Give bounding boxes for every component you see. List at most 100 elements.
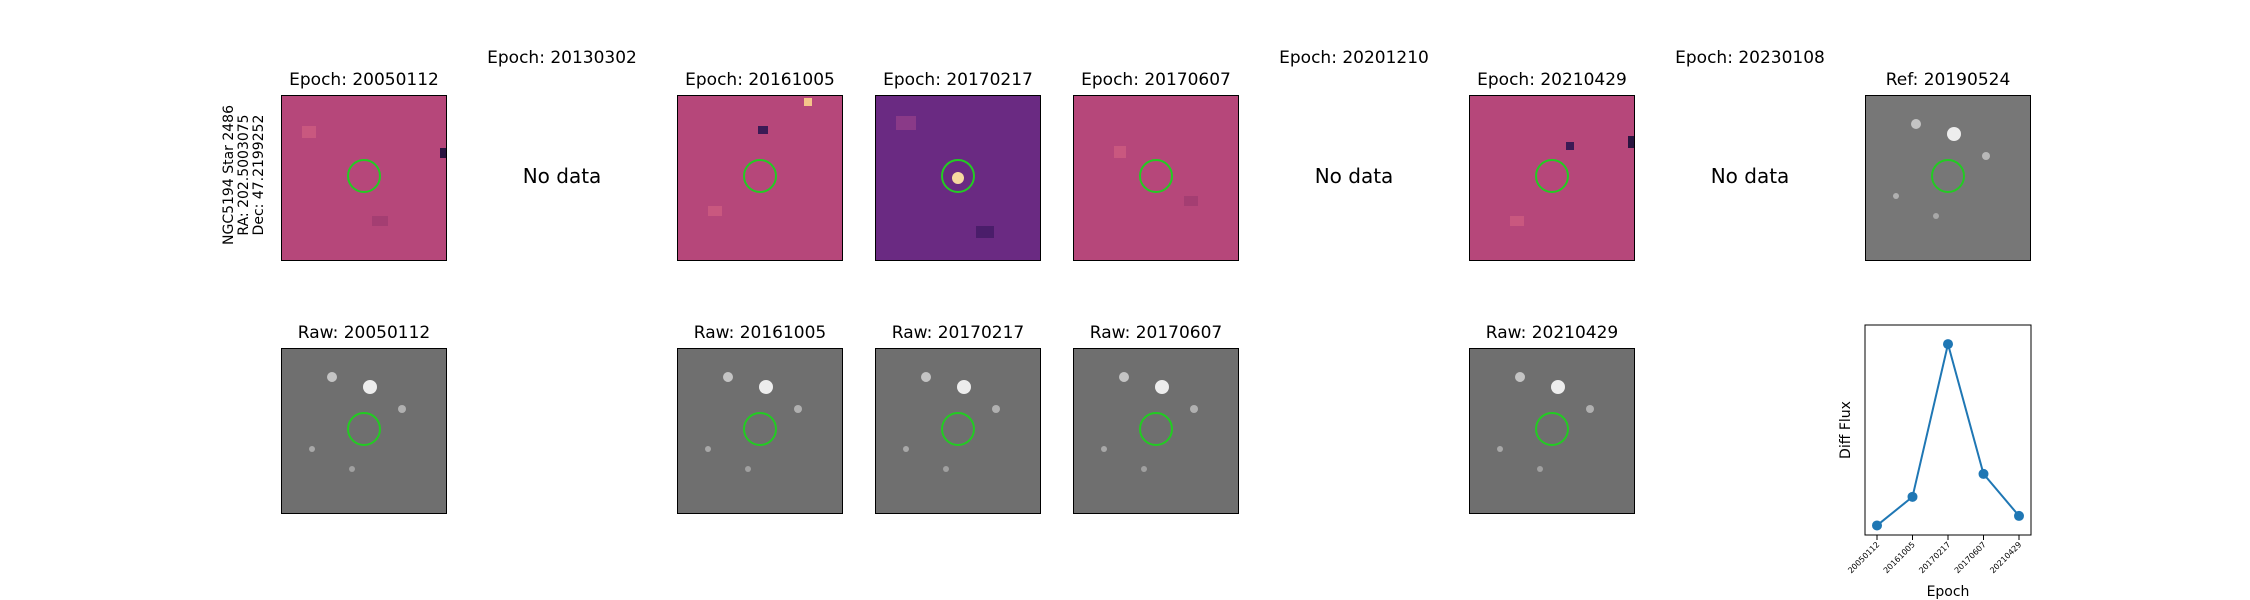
raw-image-2 (677, 348, 843, 514)
raw-image-4 (1073, 348, 1239, 514)
data-point (1907, 491, 1918, 502)
epoch-title-0: Epoch: 20050112 (289, 70, 439, 90)
diff-background (1470, 96, 1634, 260)
epoch-title-6: Epoch: 20210429 (1477, 70, 1627, 90)
data-point (1872, 520, 1882, 531)
diff-background (1074, 96, 1238, 260)
aperture-circle (941, 412, 975, 446)
star (1982, 152, 1990, 160)
edge-artifact (1628, 136, 1634, 148)
diff-image-2 (677, 95, 843, 261)
star (745, 466, 751, 472)
star (1141, 466, 1147, 472)
bright-star (1947, 127, 1961, 141)
diff-image-3 (875, 95, 1041, 261)
edge-artifact (440, 148, 446, 158)
star (1586, 405, 1594, 413)
diff-image-4 (1073, 95, 1239, 261)
bright-star (759, 380, 773, 394)
star (794, 405, 802, 413)
epoch-title-2: Epoch: 20161005 (685, 70, 835, 90)
noise-patch (708, 206, 722, 216)
epoch-title-3: Epoch: 20170217 (883, 70, 1033, 90)
noise-patch (1184, 196, 1198, 206)
variable-source (952, 172, 964, 184)
star (349, 466, 355, 472)
star (1101, 446, 1107, 452)
data-point (1943, 339, 1953, 350)
hot-pixel (804, 98, 812, 106)
negative-residual (1566, 142, 1574, 150)
star (705, 446, 711, 452)
star (921, 372, 931, 382)
raw-image-svg (1470, 349, 1634, 513)
noise-patch (896, 116, 916, 130)
diff-image-6 (1469, 95, 1635, 261)
aperture-circle (1535, 412, 1569, 446)
x-tick-label: 20170607 (1953, 540, 1988, 575)
noise-patch (1114, 146, 1126, 158)
series-points (1872, 339, 2024, 531)
series-line (1876, 343, 2020, 527)
noise-patch (1510, 216, 1524, 226)
star (723, 372, 733, 382)
star (1537, 466, 1543, 472)
aperture-circle (1931, 159, 1965, 193)
x-tick-label: 20050112 (1846, 540, 1881, 575)
raw-image-0 (281, 348, 447, 514)
raw-background (876, 349, 1040, 513)
star (1515, 372, 1525, 382)
star (903, 446, 909, 452)
aperture-circle (743, 412, 777, 446)
reference-image (1865, 95, 2031, 261)
raw-image-3 (875, 348, 1041, 514)
star (398, 405, 406, 413)
raw-image-svg (1074, 349, 1238, 513)
raw-background (678, 349, 842, 513)
reference-image-svg (1866, 96, 2030, 260)
noise-patch (372, 216, 388, 226)
raw-title-0: Raw: 20050112 (297, 323, 431, 343)
star (1119, 372, 1129, 382)
star (1190, 405, 1198, 413)
star (1893, 193, 1899, 199)
noise-patch (302, 126, 316, 138)
raw-title-4: Raw: 20170607 (1089, 323, 1223, 343)
aperture-circle (1139, 412, 1173, 446)
epoch-title-1: Epoch: 20130302 (487, 48, 637, 68)
x-axis-label: Epoch (1927, 584, 1970, 600)
diff-image-0 (281, 95, 447, 261)
no-data-5: No data (1314, 164, 1394, 188)
star (943, 466, 949, 472)
raw-background (282, 349, 446, 513)
x-tick-label: 20170217 (1917, 540, 1952, 575)
bright-star (363, 380, 377, 394)
x-tick-group: 20050112 20161005 20170217 20170607 20210429 (1846, 535, 2023, 575)
aperture-circle (347, 159, 381, 193)
data-point (2014, 510, 2024, 521)
diff-image-svg (1470, 96, 1634, 260)
raw-title-6: Raw: 20210429 (1485, 323, 1619, 343)
star (1497, 446, 1503, 452)
noise-patch (976, 226, 994, 238)
epoch-title-5: Epoch: 20201210 (1279, 48, 1429, 68)
data-point (1978, 468, 1989, 479)
raw-background (1866, 96, 2030, 260)
epoch-title-7: Epoch: 20230108 (1675, 48, 1825, 68)
bright-star (957, 380, 971, 394)
x-tick-label: 20161005 (1882, 540, 1917, 575)
raw-image-svg (678, 349, 842, 513)
y-axis-label: Diff Flux (1838, 401, 1854, 459)
negative-residual (758, 126, 768, 134)
diff-image-svg (282, 96, 446, 260)
raw-image-svg (282, 349, 446, 513)
bright-star (1155, 380, 1169, 394)
diff-image-svg (876, 96, 1040, 260)
reference-title: Ref: 20190524 (1885, 70, 2011, 90)
aperture-circle (941, 159, 975, 193)
raw-background (1470, 349, 1634, 513)
star (1911, 119, 1921, 129)
aperture-circle (743, 159, 777, 193)
raw-title-2: Raw: 20161005 (693, 323, 827, 343)
